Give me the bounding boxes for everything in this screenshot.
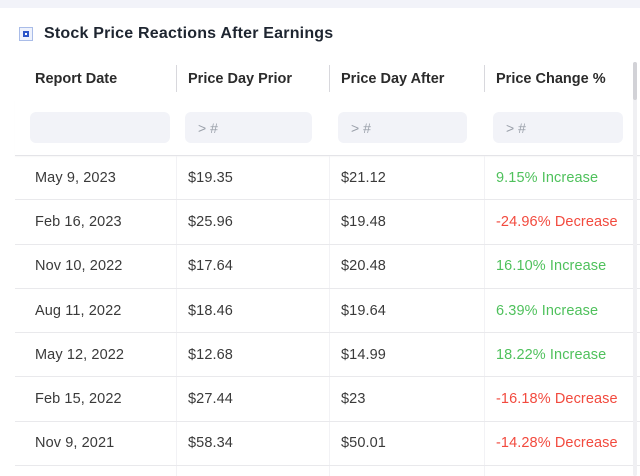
cell-price_change_pct: 18.22% Increase: [484, 333, 640, 377]
table-filter-row: [15, 100, 640, 156]
table-row: Feb 16, 2023 $25.96 $19.48 -24.96% Decrease: [15, 200, 640, 245]
column-header-label: Price Day Prior: [188, 70, 292, 87]
widget-title-row: Stock Price Reactions After Earnings: [0, 8, 640, 57]
cell-price_day_prior: $19.35: [176, 156, 329, 200]
widget-block-icon-inner: [23, 31, 29, 37]
column-header-price_change_pct[interactable]: Price Change %: [484, 57, 640, 100]
cell-price_change_pct: [484, 466, 640, 476]
cell-report_date: May 9, 2023: [35, 169, 116, 186]
cell-report_date: [15, 466, 176, 476]
cell-price_day_prior: $17.64: [176, 244, 329, 289]
cell-report_date: Aug 11, 2022: [35, 302, 122, 319]
filter-input-price_change_pct[interactable]: [493, 112, 623, 143]
cell-report_date: Nov 9, 2021: [35, 435, 115, 452]
table-body: May 9, 2023 $19.35 $21.12 9.15% Increase Feb…: [15, 156, 640, 476]
filter-cell-price_change_pct: [484, 100, 640, 155]
cell-price_day_after: $21.12: [329, 156, 484, 200]
cell-price_day_prior: $25.96: [176, 200, 329, 244]
table-row-partial: [15, 466, 640, 476]
cell-price_change_pct: 6.39% Increase: [484, 288, 640, 333]
cell-price_day_prior: [176, 466, 329, 476]
cell-price_day_prior: $58.34: [176, 421, 329, 466]
cell-report_date: May 12, 2022: [35, 346, 125, 363]
cell-price_change_pct: 9.15% Increase: [484, 156, 640, 200]
stock-price-table: Report Date Price Day Prior Price Day Afte…: [15, 57, 640, 476]
column-header-label: Report Date: [35, 70, 118, 87]
table-row: May 12, 2022 $12.68 $14.99 18.22% Increase: [15, 333, 640, 378]
widget-block-icon: [19, 27, 33, 41]
cell-price_day_prior: $12.68: [176, 333, 329, 377]
table-row: Nov 9, 2021 $58.34 $50.01 -14.28% Decrease: [15, 421, 640, 467]
column-header-report_date[interactable]: Report Date: [15, 57, 176, 100]
top-strip: [0, 0, 640, 8]
column-header-price_day_prior[interactable]: Price Day Prior: [176, 57, 329, 100]
cell-price_day_prior: $27.44: [176, 377, 329, 422]
cell-price_day_after: $19.48: [329, 200, 484, 244]
cell-price_day_after: $20.48: [329, 244, 484, 289]
cell-price_day_after: $50.01: [329, 421, 484, 466]
cell-price_day_prior: $18.46: [176, 288, 329, 333]
cell-price_day_after: [329, 466, 484, 476]
cell-report_date: Feb 16, 2023: [35, 213, 122, 230]
table-row: Nov 10, 2022 $17.64 $20.48 16.10% Increase: [15, 244, 640, 289]
table-header-row: Report Date Price Day Prior Price Day Afte…: [15, 57, 640, 100]
filter-cell-price_day_prior: [176, 100, 329, 155]
table-row: May 9, 2023 $19.35 $21.12 9.15% Increase: [15, 156, 640, 201]
cell-price_change_pct: 16.10% Increase: [484, 244, 640, 289]
vertical-scrollbar[interactable]: [633, 62, 637, 476]
cell-price_change_pct: -14.28% Decrease: [484, 421, 640, 466]
column-header-label: Price Change %: [496, 70, 606, 87]
filter-input-price_day_after[interactable]: [338, 112, 467, 143]
cell-price_day_after: $19.64: [329, 288, 484, 333]
filter-input-report_date[interactable]: [30, 112, 170, 143]
filter-cell-price_day_after: [329, 100, 484, 155]
scrollbar-thumb[interactable]: [633, 62, 637, 100]
column-header-price_day_after[interactable]: Price Day After: [329, 57, 484, 100]
page-title: Stock Price Reactions After Earnings: [44, 25, 334, 42]
filter-cell-report_date: [15, 100, 176, 155]
filter-input-price_day_prior[interactable]: [185, 112, 312, 143]
table-row: Feb 15, 2022 $27.44 $23 -16.18% Decrease: [15, 377, 640, 422]
cell-report_date: Feb 15, 2022: [35, 391, 122, 408]
cell-price_day_after: $23: [329, 377, 484, 422]
column-header-label: Price Day After: [341, 70, 445, 87]
cell-price_day_after: $14.99: [329, 333, 484, 377]
cell-price_change_pct: -24.96% Decrease: [484, 200, 640, 244]
cell-report_date: Nov 10, 2022: [35, 258, 123, 275]
table-row: Aug 11, 2022 $18.46 $19.64 6.39% Increase: [15, 288, 640, 334]
cell-price_change_pct: -16.18% Decrease: [484, 377, 640, 422]
